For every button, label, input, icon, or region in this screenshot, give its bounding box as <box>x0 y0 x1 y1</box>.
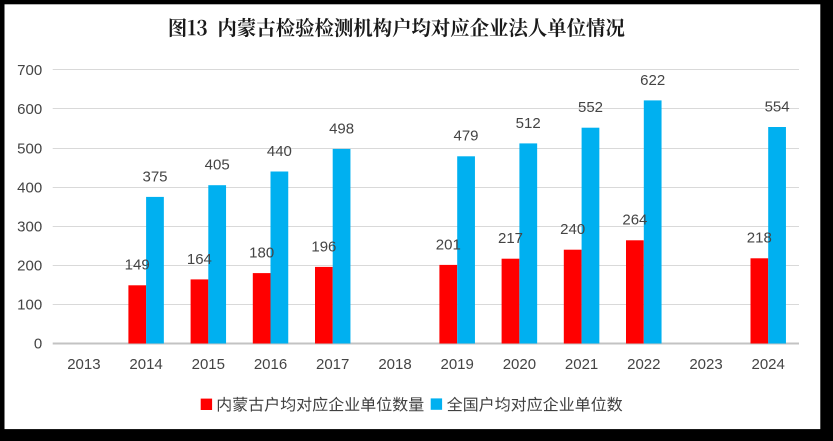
svg-text:2022: 2022 <box>627 356 660 373</box>
svg-text:2021: 2021 <box>565 356 598 373</box>
svg-text:149: 149 <box>125 257 150 274</box>
svg-text:164: 164 <box>187 251 212 268</box>
svg-text:622: 622 <box>640 72 665 89</box>
svg-text:554: 554 <box>765 98 790 115</box>
svg-text:300: 300 <box>17 218 42 235</box>
svg-text:498: 498 <box>329 120 354 137</box>
svg-text:2016: 2016 <box>254 356 287 373</box>
svg-text:2018: 2018 <box>378 356 411 373</box>
svg-text:2015: 2015 <box>192 356 225 373</box>
svg-text:0: 0 <box>34 336 42 353</box>
svg-text:500: 500 <box>17 140 42 157</box>
svg-text:400: 400 <box>17 179 42 196</box>
svg-text:2019: 2019 <box>441 356 474 373</box>
svg-text:405: 405 <box>205 157 230 174</box>
svg-text:100: 100 <box>17 297 42 314</box>
svg-text:440: 440 <box>267 143 292 160</box>
svg-text:2020: 2020 <box>503 356 536 373</box>
svg-text:196: 196 <box>311 238 336 255</box>
svg-text:375: 375 <box>142 168 167 185</box>
svg-text:264: 264 <box>622 212 647 229</box>
svg-text:552: 552 <box>578 99 603 116</box>
svg-text:217: 217 <box>498 230 523 247</box>
svg-text:2013: 2013 <box>67 356 100 373</box>
svg-text:700: 700 <box>17 62 42 79</box>
svg-text:201: 201 <box>436 236 461 253</box>
svg-text:2014: 2014 <box>129 356 162 373</box>
svg-text:600: 600 <box>17 101 42 118</box>
svg-text:512: 512 <box>516 115 541 132</box>
svg-text:240: 240 <box>560 221 585 238</box>
svg-text:2017: 2017 <box>316 356 349 373</box>
svg-text:180: 180 <box>249 245 274 262</box>
svg-text:2024: 2024 <box>752 356 785 373</box>
svg-text:2023: 2023 <box>689 356 722 373</box>
svg-text:218: 218 <box>747 230 772 247</box>
svg-text:479: 479 <box>453 128 478 145</box>
svg-text:200: 200 <box>17 258 42 275</box>
